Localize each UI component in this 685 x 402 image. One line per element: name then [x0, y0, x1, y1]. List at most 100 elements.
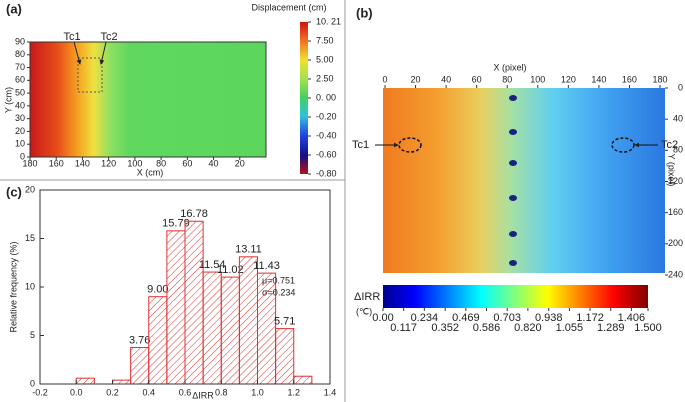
panel-label: (c) — [6, 184, 22, 199]
x-tick-label: 1.0 — [251, 387, 264, 397]
annotation: Tc2 — [661, 139, 678, 151]
y-tick-label: 10 — [25, 281, 35, 291]
y-tick-label: 160 — [668, 207, 683, 217]
colorbar-tick-label: -0.20 — [316, 111, 337, 121]
region-box — [77, 57, 103, 93]
colorbar-tick-label: 1.500 — [634, 322, 662, 334]
colorbar-unit: (℃) — [356, 306, 372, 316]
annotation: μ=0.751 — [262, 275, 295, 285]
x-tick-label: 20 — [411, 74, 421, 84]
y-tick-label: 240 — [668, 269, 683, 279]
arrow — [73, 41, 82, 65]
colorbar-tick-label: 0.469 — [452, 312, 480, 324]
data-label: 13.11 — [235, 244, 262, 256]
colorbar-tick-label: 0.234 — [411, 312, 439, 324]
colorbar-tick-label: 1.406 — [618, 312, 646, 324]
bar — [130, 347, 150, 385]
marker-dot — [509, 231, 517, 237]
y-tick-label: 40 — [673, 114, 683, 124]
x-tick-label: 1.4 — [324, 387, 337, 397]
colorbar-tick-label: 0.00 — [372, 312, 393, 324]
x-tick-label: 40 — [441, 74, 451, 84]
x-tick-label: 20 — [235, 158, 245, 168]
x-tick-label: 160 — [622, 74, 637, 84]
y-tick-label: 120 — [668, 176, 683, 186]
colorbar-tick-label: 7.50 — [316, 35, 334, 45]
bar — [202, 271, 222, 385]
y-axis-label: Y (pixel) — [667, 154, 677, 187]
annotation: σ=0.234 — [262, 287, 295, 297]
x-tick-label: -0.2 — [32, 387, 48, 397]
y-tick-label: 0 — [678, 82, 683, 92]
y-tick-label: 15 — [25, 233, 35, 243]
y-axis-label: Y (cm) — [3, 87, 13, 113]
colorbar-tick-label: 2.50 — [316, 73, 334, 83]
y-tick-label: 40 — [15, 100, 25, 110]
y-tick-label: 70 — [15, 62, 25, 72]
x-axis-label: X (cm) — [137, 167, 164, 177]
colorbar-tick-label: 1.289 — [597, 322, 625, 334]
x-tick-label: 180 — [22, 158, 37, 168]
plot-frame — [29, 41, 267, 158]
x-tick-label: 160 — [49, 158, 64, 168]
data-label: 15.79 — [162, 218, 190, 230]
data-label: 9.00 — [147, 284, 168, 296]
data-label: 3.76 — [129, 334, 150, 346]
marker-dot — [509, 195, 517, 201]
colorbar-title: Displacement (cm) — [251, 2, 326, 12]
x-tick-label: 140 — [591, 74, 606, 84]
x-tick-label: 0.6 — [179, 387, 192, 397]
tc-circle — [611, 137, 635, 153]
colorbar-tick-label: -0.40 — [316, 130, 337, 140]
x-tick-label: 120 — [561, 74, 576, 84]
x-axis-label: ΔIRR — [192, 390, 214, 400]
data-label: 5.71 — [274, 316, 295, 328]
y-tick-label: 5 — [30, 330, 35, 340]
y-tick-label: 50 — [15, 87, 25, 97]
y-axis-label: Relative frequency (%) — [8, 241, 18, 332]
annotation: Tc1 — [63, 31, 80, 43]
marker-dot — [509, 260, 517, 266]
colorbar-tick-label: -0.60 — [316, 149, 337, 159]
y-tick-label: 30 — [15, 113, 25, 123]
x-tick-label: 0.0 — [70, 387, 83, 397]
marker-dot — [509, 129, 517, 135]
colorbar-tick-label: 0.352 — [431, 322, 459, 334]
bar — [293, 375, 313, 385]
colorbar-tick-label: 10. 21 — [316, 16, 341, 26]
annotation: Tc2 — [100, 31, 117, 43]
y-tick-label: 80 — [15, 49, 25, 59]
y-tick-label: 20 — [15, 126, 25, 136]
tc-circle — [398, 137, 422, 153]
y-tick-label: 200 — [668, 238, 683, 248]
x-tick-label: 1.2 — [287, 387, 300, 397]
x-tick-label: 100 — [127, 158, 142, 168]
annotation: Tc1 — [352, 139, 369, 151]
data-label: 11.43 — [253, 260, 280, 272]
bar — [75, 377, 95, 385]
panel-label: (b) — [356, 5, 373, 20]
colorbar-tick-label: 1.055 — [556, 322, 584, 334]
x-tick-label: 80 — [156, 158, 166, 168]
colorbar-tick-label: 0.938 — [535, 312, 563, 324]
colorbar-tick-label: 0.586 — [473, 322, 501, 334]
y-tick-label: 0 — [30, 378, 35, 388]
ir-image — [383, 88, 665, 273]
y-tick-label: 20 — [25, 184, 35, 194]
colorbar-tick-label: -0.80 — [316, 168, 337, 178]
markers — [509, 95, 517, 266]
x-tick-label: 0.2 — [106, 387, 119, 397]
x-tick-label: 180 — [652, 74, 667, 84]
data-label: 11.02 — [217, 264, 244, 276]
x-tick-label: 140 — [75, 158, 90, 168]
y-tick-label: 60 — [15, 75, 25, 85]
x-tick-label: 60 — [472, 74, 482, 84]
displacement-map — [30, 42, 266, 157]
x-tick-label: 40 — [209, 158, 219, 168]
arrow — [99, 41, 107, 65]
colorbar-tick-label: 1.172 — [576, 312, 604, 324]
x-tick-label: 120 — [101, 158, 116, 168]
colorbar — [300, 22, 308, 174]
